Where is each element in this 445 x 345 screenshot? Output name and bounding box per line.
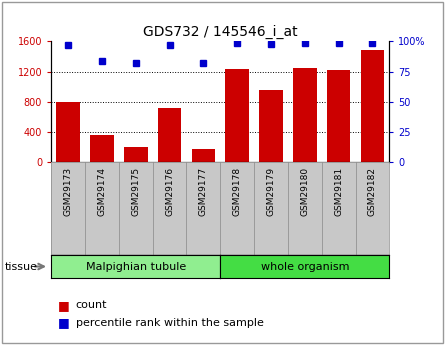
Text: GSM29174: GSM29174 (97, 167, 106, 216)
Bar (327, 70, 351, 162)
Text: ■: ■ (58, 299, 69, 312)
Text: Malpighian tubule: Malpighian tubule (85, 262, 186, 272)
Text: GSM29180: GSM29180 (300, 167, 309, 216)
Bar (225, 69, 249, 162)
Text: GSM29175: GSM29175 (131, 167, 140, 216)
Text: GSM29181: GSM29181 (334, 167, 343, 216)
Text: tissue: tissue (4, 262, 37, 272)
Bar (158, 108, 182, 162)
Bar (360, 50, 384, 162)
Bar (124, 147, 148, 162)
Text: GSM29178: GSM29178 (233, 167, 242, 216)
Text: GSM29177: GSM29177 (199, 167, 208, 216)
Text: GSM29182: GSM29182 (368, 167, 377, 216)
Title: GDS732 / 145546_i_at: GDS732 / 145546_i_at (143, 25, 298, 39)
Bar (56, 102, 80, 162)
Text: GSM29179: GSM29179 (267, 167, 275, 216)
Bar (293, 68, 317, 162)
Text: percentile rank within the sample: percentile rank within the sample (76, 318, 263, 327)
Bar (191, 149, 215, 162)
Text: whole organism: whole organism (261, 262, 349, 272)
Text: GSM29173: GSM29173 (64, 167, 73, 216)
Text: ■: ■ (58, 316, 69, 329)
Text: GSM29176: GSM29176 (165, 167, 174, 216)
Bar (259, 90, 283, 162)
Text: count: count (76, 300, 107, 310)
Bar (90, 135, 114, 162)
